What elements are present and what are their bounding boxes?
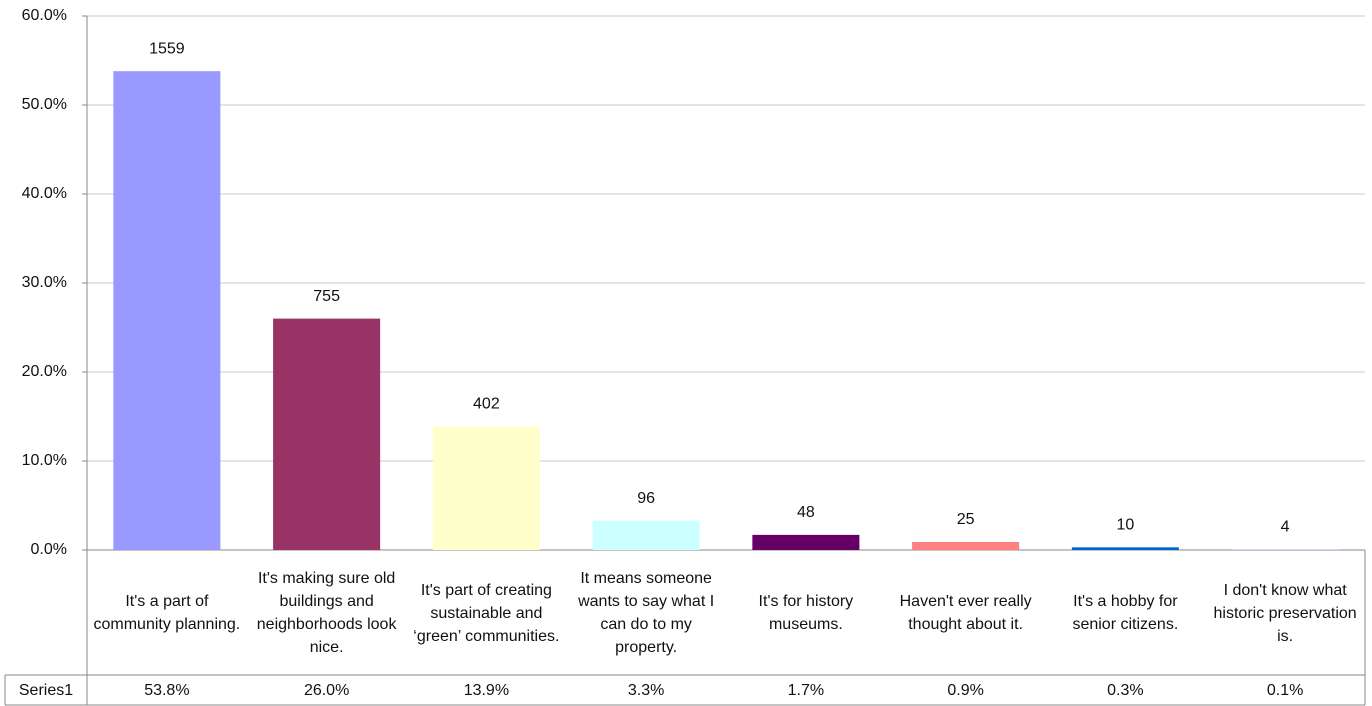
table-value: 0.1% [1266,681,1304,699]
x-tick-label: It's making sure old buildings and neigh… [256,570,397,656]
x-tick-label: It's a hobby for senior citizens. [1072,593,1179,633]
data-label: 402 [473,396,500,413]
y-tick-label: 0.0% [31,541,67,558]
x-tick-label: I don't know what historic preservation … [1213,581,1357,645]
bar [1071,547,1179,550]
y-tick-label: 50.0% [22,96,67,113]
bar [912,541,1020,550]
legend-entry: Series1 [18,681,74,699]
x-tick-label: It's a part of community planning. [93,593,241,633]
table-value: 0.3% [1107,681,1144,699]
y-tick-label: 20.0% [22,363,67,380]
bar [592,520,700,550]
x-tick-label: Haven't ever really thought about it. [899,593,1032,633]
data-label: 48 [797,504,815,521]
table-value: 26.0% [303,681,350,699]
data-label: 1559 [149,40,185,57]
y-tick-label: 60.0% [22,7,67,24]
data-label: 755 [313,288,340,305]
bar [432,426,540,550]
bar [752,534,860,550]
bar [1231,549,1339,550]
x-tick-label: It's for history museums. [758,593,854,633]
data-label: 10 [1116,517,1134,534]
y-tick-label: 30.0% [22,274,67,291]
y-tick-label: 40.0% [22,185,67,202]
y-tick-label: 10.0% [22,452,67,469]
x-tick-label: It's part of creating sustainable and ‘g… [413,581,560,645]
table-value: 13.9% [463,681,510,699]
table-value: 3.3% [627,681,665,699]
x-tick-label: It means someone wants to say what I can… [578,570,715,656]
table-value: 0.9% [947,681,984,699]
table-value: 1.7% [787,681,825,699]
bar [273,318,381,550]
data-label: 25 [957,511,975,528]
data-label: 96 [637,490,655,507]
table-value: 53.8% [144,681,190,699]
bar [113,71,221,551]
data-label: 4 [1281,518,1290,535]
